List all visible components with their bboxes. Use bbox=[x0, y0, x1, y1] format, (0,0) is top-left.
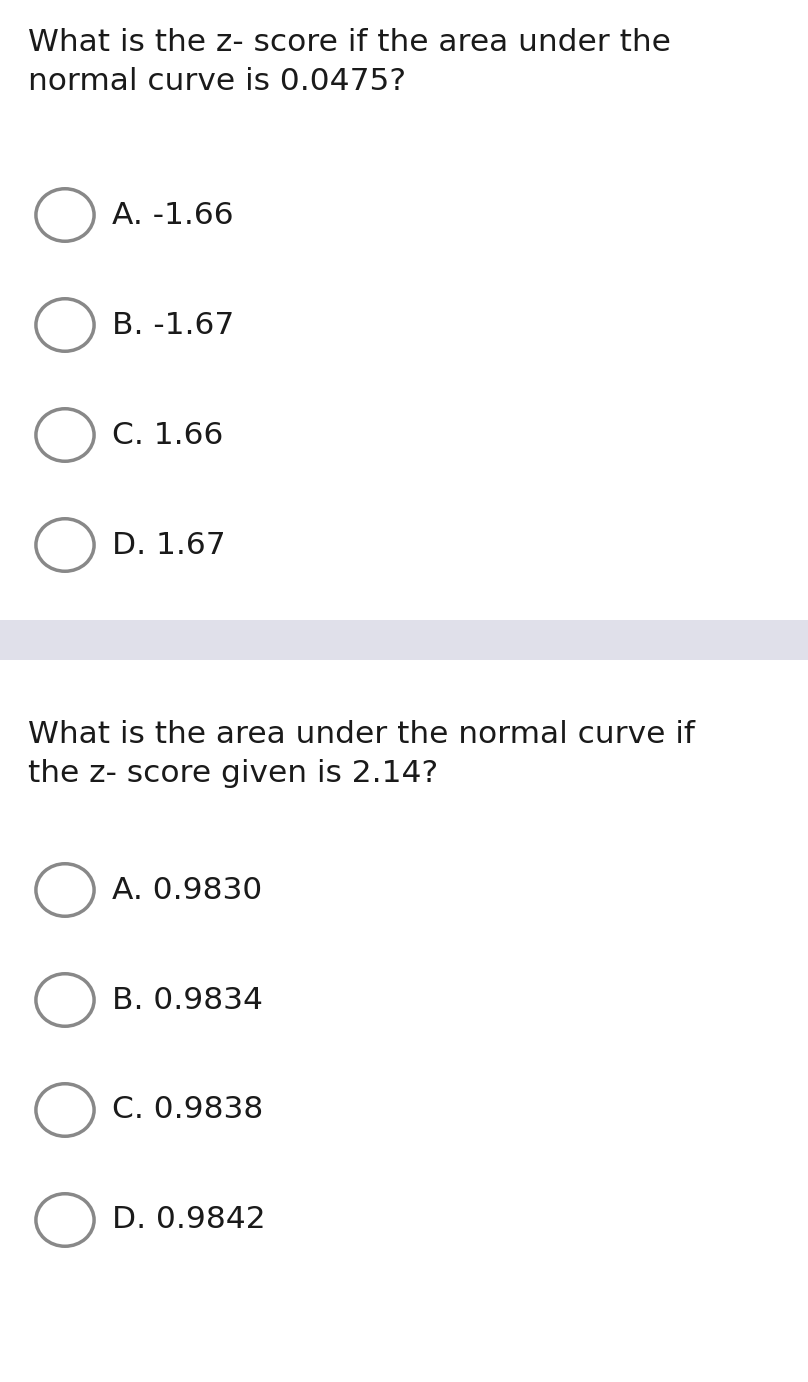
Text: D. 1.67: D. 1.67 bbox=[112, 531, 225, 560]
Text: C. 1.66: C. 1.66 bbox=[112, 420, 224, 449]
Bar bbox=[0, 661, 808, 1382]
Text: C. 0.9838: C. 0.9838 bbox=[112, 1096, 263, 1125]
Text: D. 0.9842: D. 0.9842 bbox=[112, 1205, 266, 1234]
Text: What is the z- score if the area under the
normal curve is 0.0475?: What is the z- score if the area under t… bbox=[28, 28, 671, 97]
Text: B. 0.9834: B. 0.9834 bbox=[112, 985, 263, 1014]
Bar bbox=[0, 621, 808, 661]
Text: A. -1.66: A. -1.66 bbox=[112, 200, 234, 229]
Text: A. 0.9830: A. 0.9830 bbox=[112, 876, 263, 904]
Text: What is the area under the normal curve if
the z- score given is 2.14?: What is the area under the normal curve … bbox=[28, 720, 695, 788]
Text: B. -1.67: B. -1.67 bbox=[112, 311, 234, 340]
Bar bbox=[0, 0, 808, 621]
